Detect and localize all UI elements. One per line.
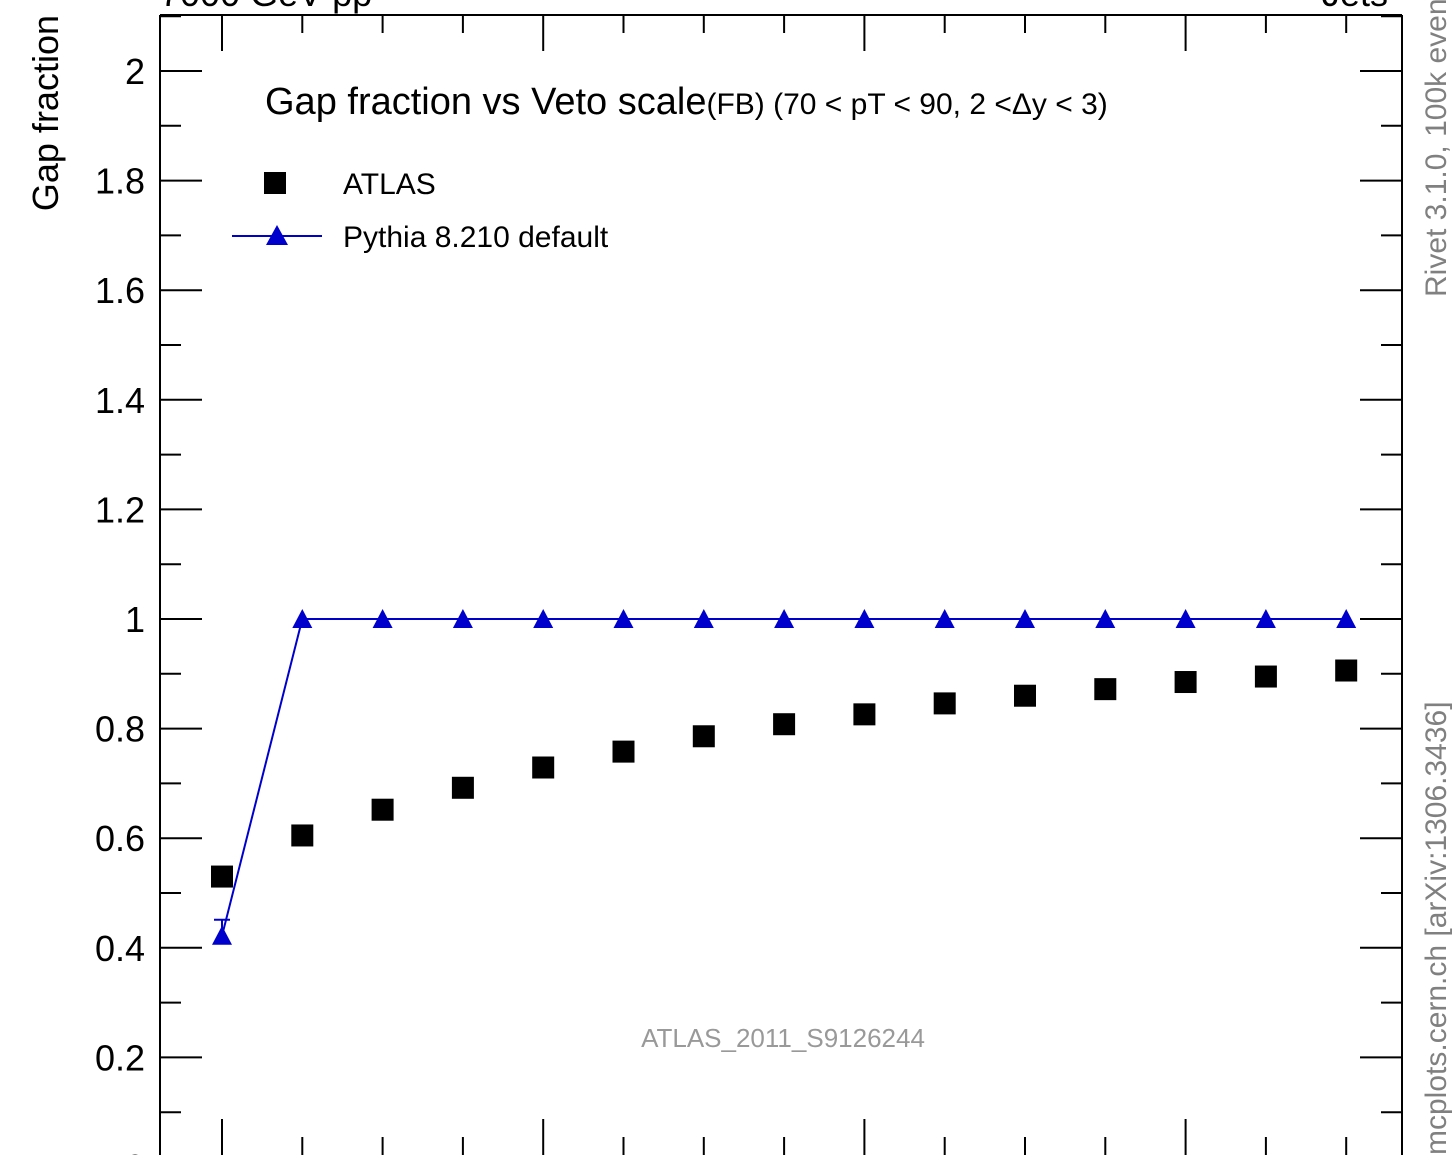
y-tick-label: 1 <box>125 599 145 640</box>
y-tick-labels: 0 0.2 0.4 0.6 0.8 1 1.2 1.4 1.6 1.8 2 <box>95 51 145 1155</box>
pythia-point <box>934 609 955 628</box>
pythia-point <box>1175 609 1196 628</box>
source-info: mcplots.cern.ch [arXiv:1306.3436] <box>1420 701 1453 1155</box>
series-layer <box>211 609 1358 945</box>
pythia-point <box>292 609 313 628</box>
pythia-point <box>693 609 714 628</box>
atlas-point <box>1335 659 1358 682</box>
generator-info: Rivet 3.1.0, 100k events <box>1420 0 1453 297</box>
y-axis-label: Gap fraction <box>25 15 66 211</box>
legend-atlas-marker <box>264 172 286 194</box>
atlas-point <box>1094 678 1117 701</box>
atlas-point <box>451 776 474 799</box>
chart-title-sub: (FB) (70 < pT < 90, 2 <Δy < 3) <box>706 88 1107 121</box>
atlas-point <box>1254 665 1277 688</box>
pythia-series-line <box>221 618 1347 936</box>
atlas-point <box>612 740 635 763</box>
atlas-point <box>1014 684 1036 707</box>
pythia-point <box>774 609 795 628</box>
y-tick-label: 0.4 <box>95 928 145 969</box>
pythia-point <box>1255 609 1276 628</box>
legend-pythia-marker <box>266 225 288 245</box>
atlas-point <box>933 692 956 715</box>
y-tick-label: 1.2 <box>95 489 145 530</box>
atlas-point <box>532 756 555 779</box>
chart-title: Gap fraction vs Veto scale(FB) (70 < pT … <box>265 81 1108 123</box>
legend-atlas-label: ATLAS <box>343 168 436 201</box>
axis-ticks <box>160 15 1402 1155</box>
pythia-point <box>613 609 634 628</box>
y-tick-label: 1.4 <box>95 380 145 421</box>
y-tick-label: 2 <box>125 51 145 92</box>
collision-energy-label: 7000 GeV pp <box>160 0 372 14</box>
y-tick-label: 1.6 <box>95 270 145 311</box>
y-tick-label: 0.2 <box>95 1037 145 1078</box>
atlas-point <box>211 865 233 888</box>
atlas-point <box>371 798 394 821</box>
y-tick-label: 1.8 <box>95 161 145 202</box>
atlas-point <box>773 713 796 736</box>
atlas-point <box>853 703 876 726</box>
pythia-point <box>1336 609 1357 628</box>
atlas-point <box>692 725 715 748</box>
pythia-point <box>854 609 875 628</box>
pythia-point <box>372 609 393 628</box>
category-label: Jets <box>1322 0 1388 14</box>
atlas-point <box>1174 671 1197 694</box>
legend-pythia-label: Pythia 8.210 default <box>343 221 609 254</box>
pythia-point <box>212 925 232 945</box>
chart-title-main: Gap fraction vs Veto scale <box>265 81 706 123</box>
y-tick-label: 0.8 <box>95 709 145 750</box>
atlas-point <box>291 824 314 847</box>
pythia-point <box>452 609 473 628</box>
pythia-point <box>533 609 554 628</box>
pythia-point <box>1015 609 1035 628</box>
legend: ATLAS Pythia 8.210 default <box>232 168 609 254</box>
analysis-reference: ATLAS_2011_S9126244 <box>641 1023 925 1053</box>
y-tick-label: 0 <box>125 1147 145 1155</box>
pythia-point <box>1095 609 1116 628</box>
y-tick-label: 0.6 <box>95 818 145 859</box>
